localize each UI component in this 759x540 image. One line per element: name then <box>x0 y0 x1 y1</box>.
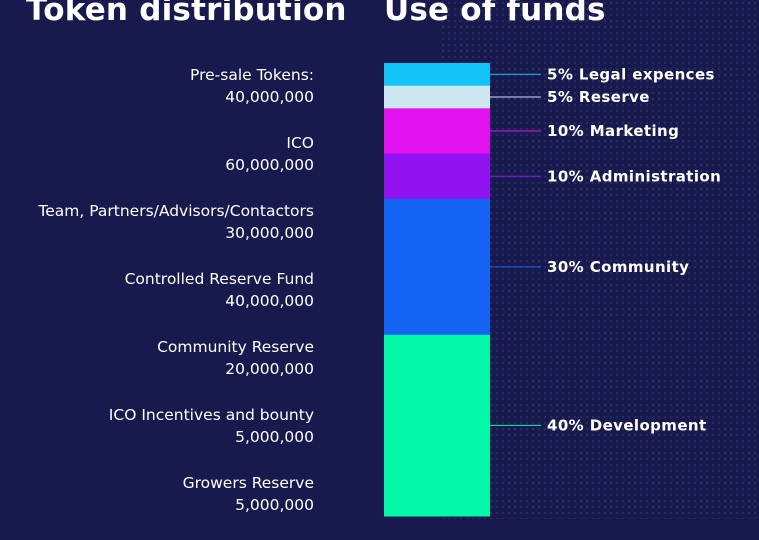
dist-item-amount: 5,000,000 <box>235 496 314 514</box>
dist-item-name: Controlled Reserve Fund <box>124 270 314 288</box>
segment-label-community: 30% Community <box>547 258 689 276</box>
dist-item-name: Growers Reserve <box>182 474 314 492</box>
dist-item-presale: Pre-sale Tokens: 40,000,000 <box>0 64 314 132</box>
dist-item-growers-reserve: Growers Reserve 5,000,000 <box>0 472 314 540</box>
dist-item-amount: 30,000,000 <box>225 224 314 242</box>
token-distribution-heading: Token distribution <box>26 0 347 28</box>
dist-item-amount: 40,000,000 <box>225 88 314 106</box>
bar-segment-legal-expences <box>384 63 490 87</box>
segment-label-legal-expences: 5% Legal expences <box>547 65 715 83</box>
dist-item-community-reserve: Community Reserve 20,000,000 <box>0 336 314 404</box>
dist-item-name: Team, Partners/Advisors/Contactors <box>38 202 314 220</box>
dist-item-name: Community Reserve <box>157 338 314 356</box>
bar-segment-community <box>384 198 490 336</box>
dist-item-team: Team, Partners/Advisors/Contactors 30,00… <box>0 200 314 268</box>
segment-label-administration: 10% Administration <box>547 167 721 185</box>
dist-item-ico: ICO 60,000,000 <box>0 132 314 200</box>
bar-segment-reserve <box>384 85 490 109</box>
world-map-dots <box>440 0 759 519</box>
segment-label-reserve: 5% Reserve <box>547 88 650 106</box>
bar-segment-development <box>384 334 490 517</box>
dist-item-amount: 60,000,000 <box>225 156 314 174</box>
segment-label-marketing: 10% Marketing <box>547 122 679 140</box>
dist-item-controlled-reserve: Controlled Reserve Fund 40,000,000 <box>0 268 314 336</box>
bar-segment-marketing <box>384 108 490 155</box>
dist-item-name: Pre-sale Tokens: <box>190 66 314 84</box>
dist-item-amount: 40,000,000 <box>225 292 314 310</box>
token-distribution-list: Pre-sale Tokens: 40,000,000 ICO 60,000,0… <box>0 64 314 540</box>
dist-item-amount: 5,000,000 <box>235 428 314 446</box>
use-of-funds-chart: 5% Legal expences 5% Reserve 10% Marketing… <box>384 63 721 517</box>
bar-segment-administration <box>384 153 490 200</box>
dist-item-name: ICO Incentives and bounty <box>108 406 314 424</box>
dist-item-ico-incentives: ICO Incentives and bounty 5,000,000 <box>0 404 314 472</box>
segment-label-development: 40% Development <box>547 416 707 434</box>
dist-item-name: ICO <box>286 134 314 152</box>
dist-item-amount: 20,000,000 <box>225 360 314 378</box>
use-of-funds-heading: Use of funds <box>384 0 606 28</box>
